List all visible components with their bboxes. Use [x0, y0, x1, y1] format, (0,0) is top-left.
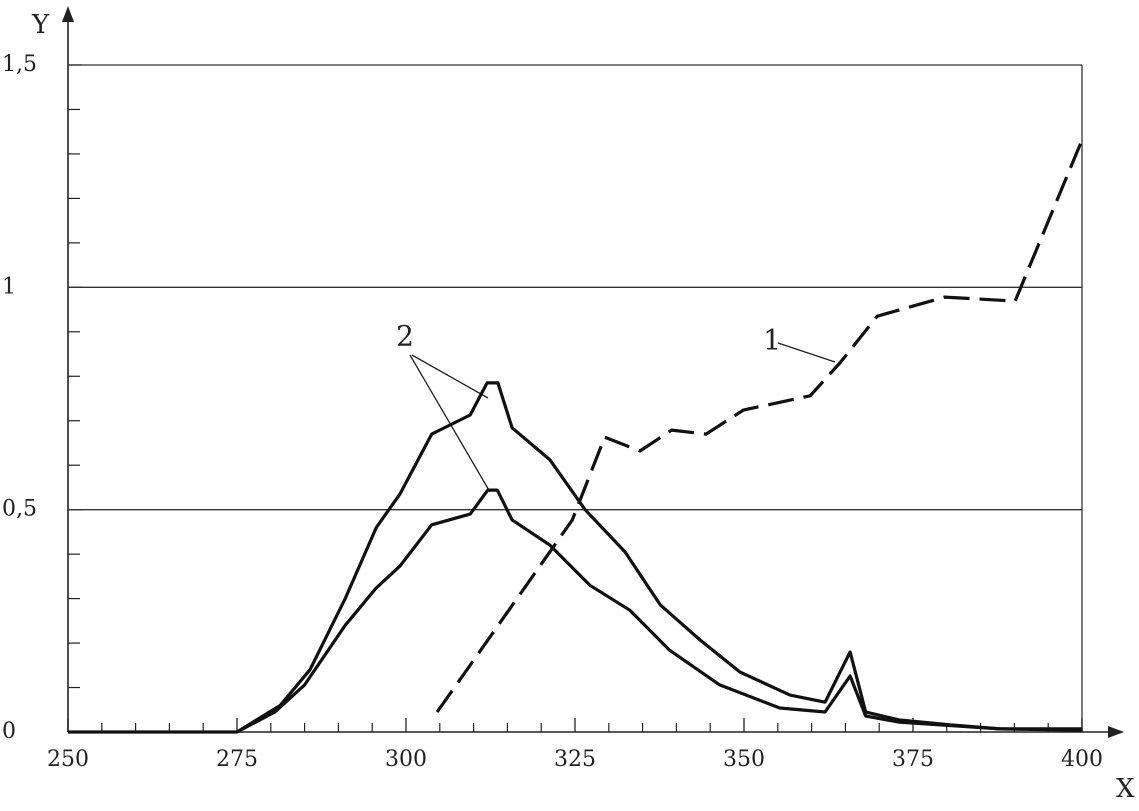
x-tick-label: 275	[216, 747, 258, 772]
leader-line	[777, 342, 836, 363]
x-tick-label: 325	[554, 747, 596, 772]
x-arrow	[1108, 726, 1124, 738]
line	[236, 488, 1083, 734]
y-tick-label: 1	[2, 274, 16, 299]
annotation: 1	[763, 324, 781, 357]
x-axis-label: X	[1116, 774, 1135, 804]
y-tick-label: 0,5	[2, 497, 37, 522]
x-tick-label: 350	[723, 747, 765, 772]
line	[68, 381, 1082, 734]
x-tick-label: 375	[892, 747, 934, 772]
annotation: 2	[396, 320, 414, 353]
dashed-line	[435, 139, 1084, 713]
y-tick-label: 0	[2, 719, 16, 744]
leader-line	[411, 354, 489, 399]
x-tick-label: 400	[1061, 747, 1103, 772]
axes	[62, 6, 1124, 738]
y-tick-label: 1,5	[2, 52, 37, 77]
y-arrow	[62, 6, 74, 22]
x-tick-label: 300	[385, 747, 427, 772]
y-axis-label: Y	[31, 10, 50, 40]
x-tick-label: 250	[47, 747, 89, 772]
